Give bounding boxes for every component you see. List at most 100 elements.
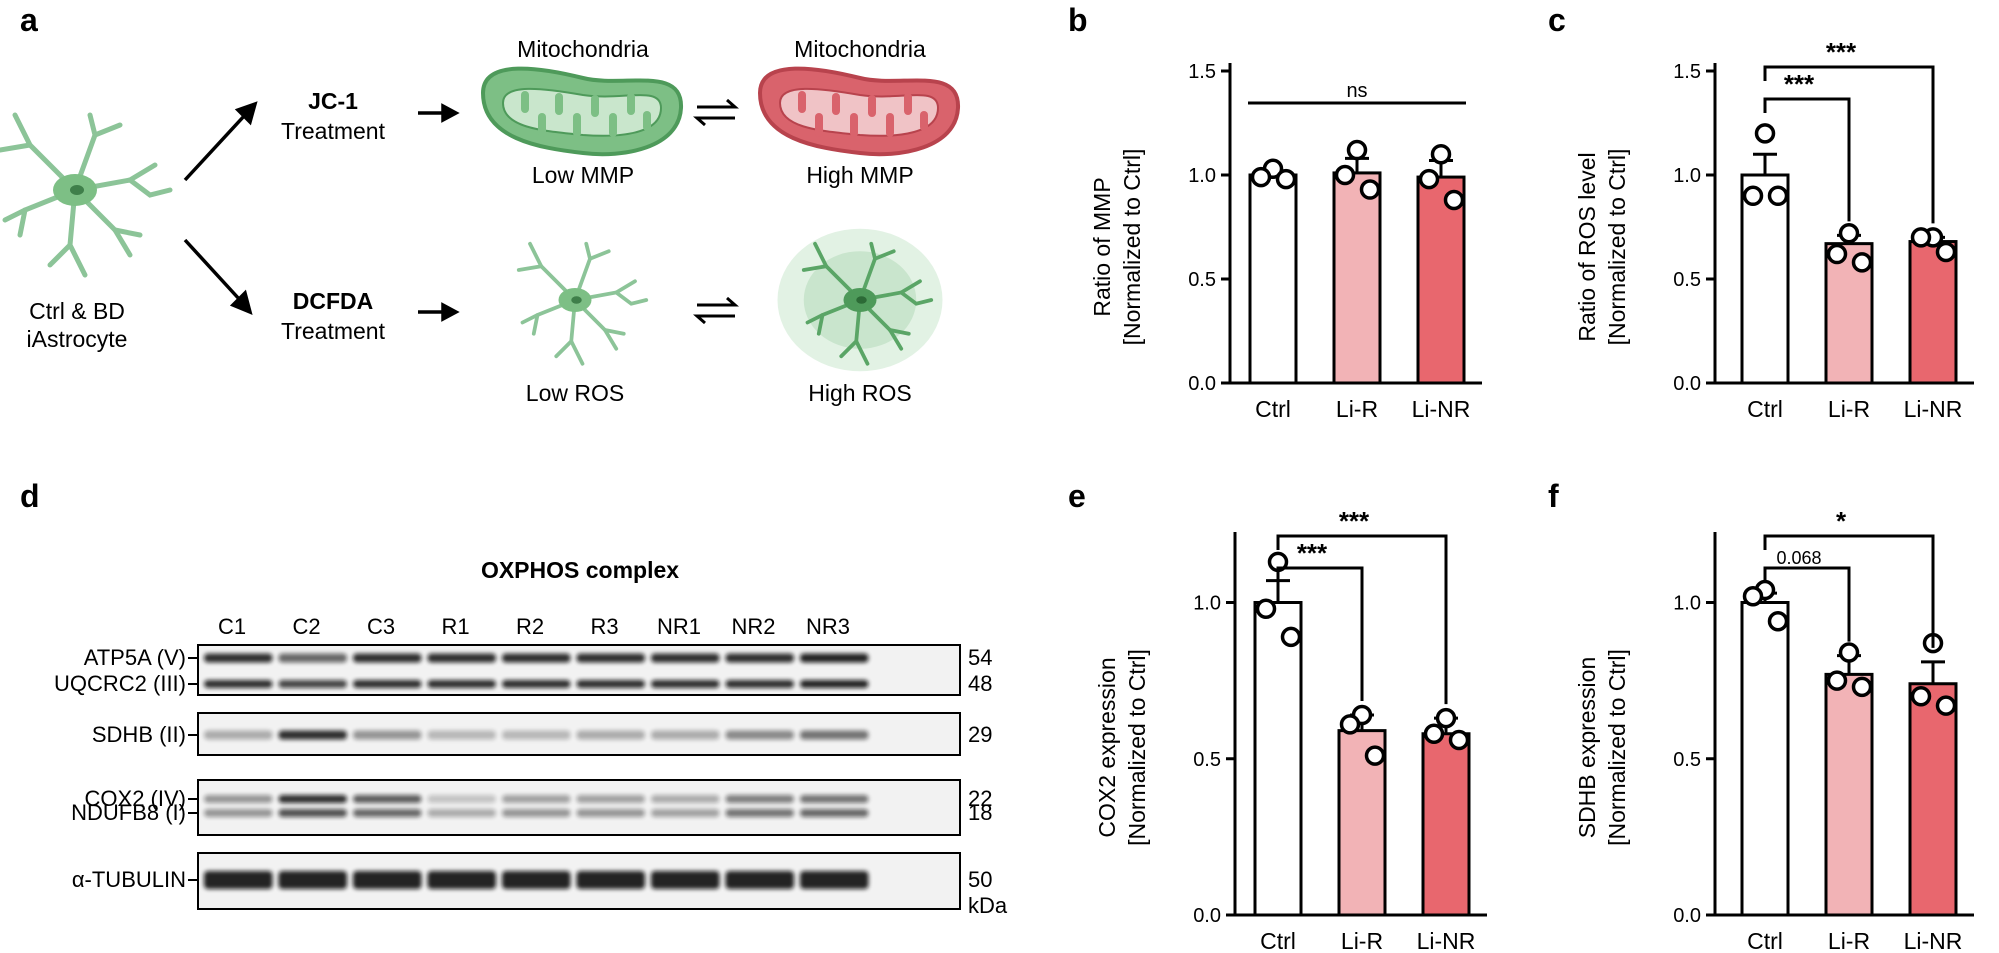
y-tick-label: 1.0 (1188, 165, 1216, 187)
significance-bracket: *** (1763, 69, 1851, 222)
blot-band (502, 680, 571, 688)
data-point (1767, 185, 1789, 207)
blot-band (800, 653, 869, 663)
y-tick-label: 0.0 (1673, 905, 1701, 927)
data-point (1910, 227, 1932, 248)
significance-label: 0.068 (1776, 548, 1821, 568)
x-tick-label: Li-R (1336, 396, 1378, 422)
blot-band (204, 795, 273, 803)
blot-band (278, 653, 347, 663)
panel-label-e: e (1068, 478, 1086, 514)
blot-band (278, 809, 347, 817)
chart-f: 0.0 0.5 1.0 SDHB expression [Normalized to C… (1574, 506, 1974, 953)
blot-band (725, 795, 794, 803)
data-point (1910, 686, 1932, 707)
data-point (1334, 164, 1356, 186)
lane-label: C1 (217, 614, 247, 639)
blot-band (800, 795, 869, 803)
blot-title: OXPHOS complex (480, 557, 680, 583)
blot-band (427, 871, 496, 889)
cell-label-line1: Ctrl & BD (29, 298, 125, 324)
equilibrium-arrows-top (693, 98, 739, 127)
blot-band (800, 680, 869, 688)
bar (1332, 171, 1382, 385)
blot-band (427, 653, 496, 663)
blot-band (576, 809, 645, 817)
blot-kda-label: 22 (968, 786, 993, 811)
chart-e: 0.0 0.5 1.0 COX2 expression [Normalized to C… (1094, 506, 1487, 953)
blot-band (204, 809, 273, 817)
y-axis-label: SDHB expression [Normalized to Ctrl] (1574, 649, 1630, 846)
y-tick-label: 0.0 (1193, 905, 1221, 927)
blot-band (800, 730, 869, 740)
data-point (1443, 189, 1465, 211)
y-tick-label: 0.5 (1193, 749, 1221, 771)
blot-kda-label: 29 (968, 722, 993, 747)
y-tick-label: 0.5 (1673, 749, 1701, 771)
blot-band (725, 680, 794, 688)
dcfda-label: DCFDA (292, 288, 374, 314)
blot-band (353, 809, 422, 817)
blot-band (651, 809, 720, 817)
mito-high-title: Mitochondria (794, 36, 926, 62)
blot-band (204, 680, 273, 688)
x-tick-label: Ctrl (1747, 396, 1783, 422)
low-mmp-label: Low MMP (531, 162, 635, 188)
blot-band (353, 871, 422, 889)
blot-band (576, 653, 645, 663)
data-point (1448, 729, 1470, 751)
blot-row (188, 779, 961, 836)
lane-label: C2 (292, 614, 321, 639)
blot-band (725, 809, 794, 817)
significance-bracket: *** (1276, 538, 1364, 701)
data-point (1430, 143, 1452, 165)
data-point (1275, 168, 1297, 190)
astrocyte-icon (0, 112, 173, 278)
data-point (1767, 611, 1789, 632)
blot-band (427, 809, 496, 817)
x-tick-label: Ctrl (1260, 928, 1296, 953)
blot-protein-label: ATP5A (V) (83, 645, 186, 670)
blot-band (502, 730, 571, 740)
x-tick-label: Li-NR (1904, 396, 1963, 422)
data-point (1742, 586, 1764, 607)
data-point (1255, 598, 1277, 619)
equilibrium-arrows-bottom (693, 296, 739, 325)
significance-bracket: *** (1763, 37, 1935, 224)
chart-c: 0.0 0.5 1.0 1.5 Ratio of ROS level [Normalize… (1574, 37, 1974, 422)
mitochondrion-green-icon (480, 66, 684, 157)
y-tick-label: 1.5 (1188, 61, 1216, 83)
blot-band (502, 653, 571, 663)
data-point (1838, 642, 1860, 663)
blot-band (353, 653, 422, 663)
blot-band (278, 871, 347, 889)
high-mmp-label: High MMP (806, 162, 914, 188)
lane-label: NR2 (731, 614, 776, 639)
blot-band (427, 795, 496, 803)
x-tick-label: Li-R (1828, 396, 1870, 422)
mito-low-title: Mitochondria (517, 36, 649, 62)
blot-band (800, 871, 869, 889)
significance-bracket: 0.068 (1763, 548, 1851, 642)
y-tick-label: 1.0 (1673, 165, 1701, 187)
mitochondrion-red-icon (757, 66, 961, 157)
chart-b: 0.0 0.5 1.0 1.5 Ratio of MMP [Normalized to C… (1089, 61, 1482, 422)
data-point (1754, 123, 1776, 144)
low-ros-label: Low ROS (525, 380, 625, 406)
y-axis-label: COX2 expression [Normalized to Ctrl] (1094, 649, 1150, 846)
jc1-treatment-label: Treatment (281, 118, 385, 144)
blot-kda-label: 48 (968, 671, 993, 696)
blot-band (204, 653, 273, 663)
significance-label: *** (1339, 506, 1370, 536)
lane-label: NR1 (656, 614, 701, 639)
blot-kda-unit: kDa (968, 893, 1008, 918)
data-point (1826, 670, 1848, 691)
blot-band (502, 809, 571, 817)
significance-label: *** (1297, 538, 1328, 568)
cell-label-line2: iAstrocyte (26, 326, 128, 352)
data-point (1838, 222, 1860, 244)
bar (1421, 732, 1471, 917)
